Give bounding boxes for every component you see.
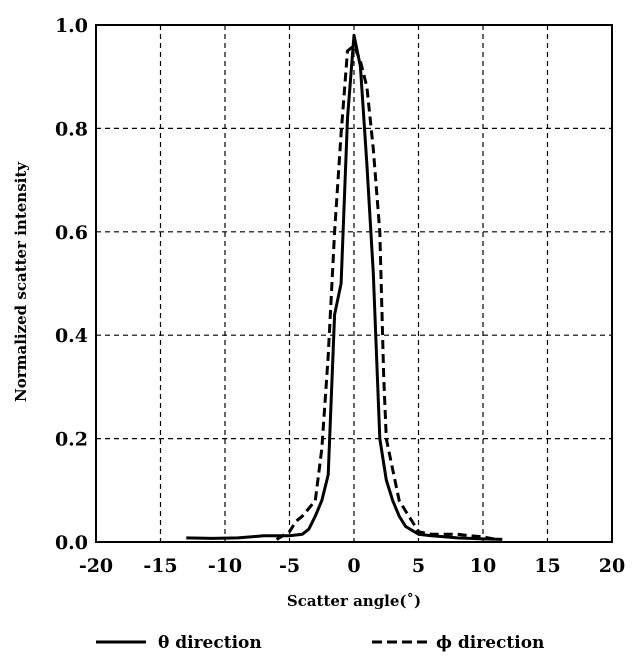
legend-label-theta: θ direction xyxy=(158,633,262,653)
y-tick-label: 0.6 xyxy=(55,222,88,244)
y-tick-label: 1.0 xyxy=(55,15,88,37)
legend-label-phi: ϕ direction xyxy=(436,633,544,653)
y-axis-label: Normalized scatter intensity xyxy=(12,161,30,402)
x-tick-label: -10 xyxy=(208,555,242,577)
x-axis-label: Scatter angle(˚) xyxy=(287,592,421,610)
y-tick-label: 0.8 xyxy=(55,118,88,140)
x-tick-label: 5 xyxy=(412,555,425,577)
series-line-phi xyxy=(275,44,497,541)
series-lines xyxy=(186,33,503,541)
legend: θ direction ϕ direction xyxy=(96,633,544,653)
y-tick-labels: 0.0 0.2 0.4 0.6 0.8 1.0 xyxy=(55,15,88,554)
x-tick-label: 0 xyxy=(347,555,360,577)
x-tick-label: -15 xyxy=(143,555,177,577)
x-tick-label: 10 xyxy=(470,555,496,577)
x-tick-label: 20 xyxy=(599,555,625,577)
x-tick-labels: -20 -15 -10 -5 0 5 10 15 20 xyxy=(79,555,625,577)
y-tick-label: 0.2 xyxy=(55,429,88,451)
grid-lines xyxy=(96,25,612,542)
y-tick-label: 0.4 xyxy=(55,325,88,347)
series-line-theta xyxy=(186,33,503,541)
x-tick-label: -5 xyxy=(279,555,300,577)
plot-area-border xyxy=(95,24,613,543)
y-tick-label: 0.0 xyxy=(55,532,88,554)
x-tick-label: 15 xyxy=(534,555,560,577)
x-tick-label: -20 xyxy=(79,555,113,577)
